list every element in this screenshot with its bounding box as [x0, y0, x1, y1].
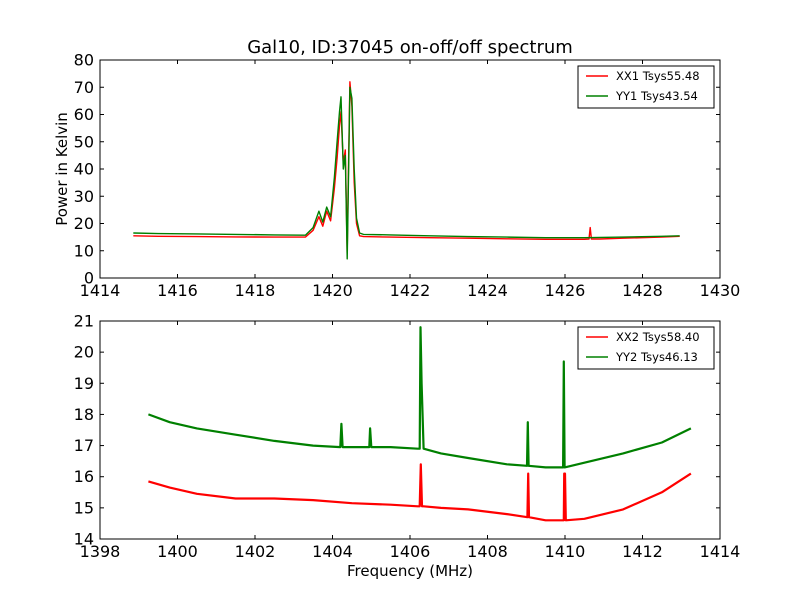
x-tick-label: 1418 [235, 281, 276, 300]
y-tick-label: 16 [74, 467, 94, 486]
y-tick-label: 30 [74, 187, 94, 206]
x-tick-label: 1412 [622, 542, 663, 561]
y-axis-label: Power in Kelvin [53, 112, 71, 226]
y-tick-label: 0 [84, 269, 94, 288]
y-tick-label: 19 [74, 374, 94, 393]
y-tick-label: 40 [74, 160, 94, 179]
x-tick-label: 1424 [467, 281, 508, 300]
y-tick-label: 60 [74, 105, 94, 124]
y-tick-label: 15 [74, 498, 94, 517]
y-tick-label: 21 [74, 312, 94, 331]
y-tick-label: 14 [74, 530, 94, 549]
x-tick-label: 1398 [80, 542, 121, 561]
legend-entry: YY2 Tsys46.13 [615, 350, 698, 364]
x-tick-label: 1416 [157, 281, 198, 300]
y-tick-label: 80 [74, 51, 94, 70]
y-tick-label: 10 [74, 241, 94, 260]
x-tick-label: 1422 [390, 281, 431, 300]
legend-2: XX2 Tsys58.40 YY2 Tsys46.13 [577, 326, 715, 370]
x-tick-label: 1410 [545, 542, 586, 561]
y-tick-label: 70 [74, 78, 94, 97]
x-axis-label: Frequency (MHz) [347, 562, 473, 580]
series-line-2-2 [148, 326, 692, 469]
legend-entry: YY1 Tsys43.54 [615, 89, 698, 103]
legend-1: XX1 Tsys55.48 YY1 Tsys43.54 [577, 65, 715, 109]
x-tick-label: 1402 [235, 542, 276, 561]
chart-panel-1: 1414 1416 1418 1420 1422 1424 1426 1428 1430 0 10 2… [53, 37, 740, 300]
y-tick-label: 20 [74, 214, 94, 233]
y-tick-label: 18 [74, 405, 94, 424]
legend-box [577, 65, 715, 109]
x-tick-label: 1404 [312, 542, 353, 561]
y-tick-label: 17 [74, 436, 94, 455]
y-tick-label: 20 [74, 343, 94, 362]
x-tick-label: 1420 [312, 281, 353, 300]
x-tick-label: 1408 [467, 542, 508, 561]
series-line-2-1 [148, 463, 692, 522]
legend-entry: XX1 Tsys55.48 [616, 69, 700, 83]
x-tick-label: 1400 [157, 542, 198, 561]
x-tick-label: 1426 [545, 281, 586, 300]
chart-title: Gal10, ID:37045 on-off/off spectrum [247, 37, 573, 58]
x-tick-label: 1428 [622, 281, 663, 300]
chart-panel-2: 1398 1400 1402 1404 1406 1408 1410 1412 14141415… [74, 312, 741, 581]
legend-entry: XX2 Tsys58.40 [616, 330, 700, 344]
x-tick-label: 1406 [390, 542, 431, 561]
x-tick-label: 1430 [700, 281, 741, 300]
legend-box [577, 326, 715, 370]
series-line-1-2 [133, 86, 680, 260]
x-tick-label: 1414 [80, 281, 121, 300]
x-tick-label: 1414 [700, 542, 741, 561]
y-tick-label: 50 [74, 132, 94, 151]
